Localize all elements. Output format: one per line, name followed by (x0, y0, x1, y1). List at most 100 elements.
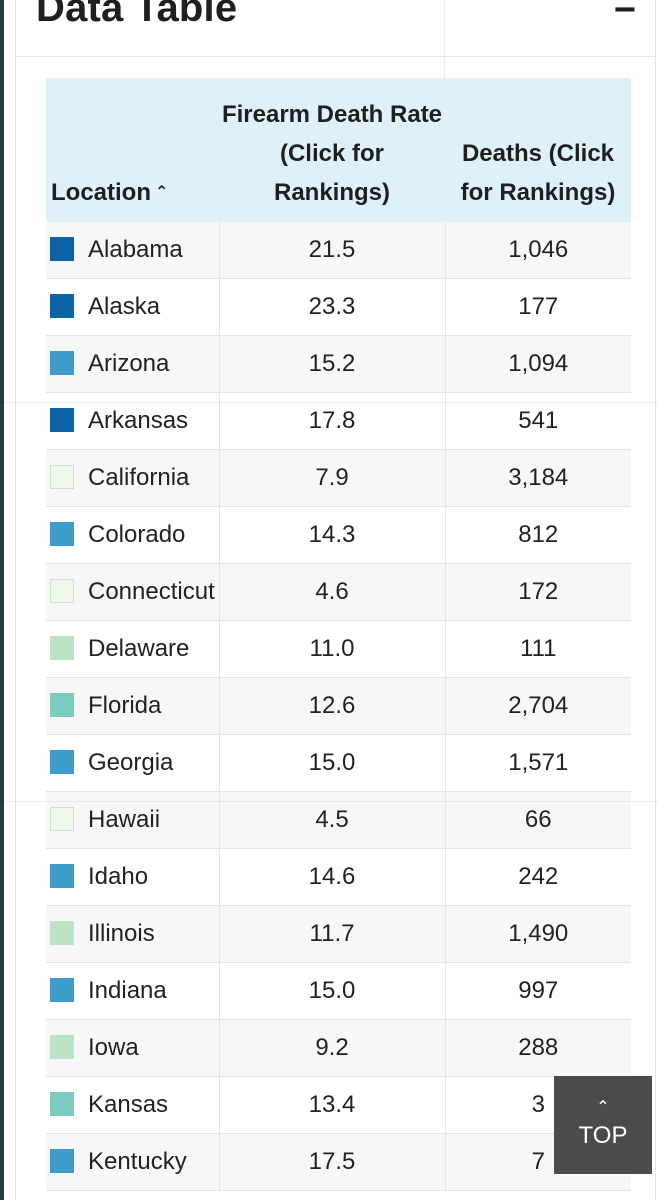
legend-swatch (50, 921, 74, 945)
table-row: California 7.9 3,184 (46, 449, 631, 507)
rate-cell: 17.5 (219, 1133, 446, 1191)
deaths-cell: 541 (445, 392, 631, 450)
rate-cell: 17.8 (219, 392, 446, 450)
left-edge-strip (0, 0, 4, 1200)
location-label: Florida (88, 692, 162, 719)
table-body: Alabama 21.5 1,046 Alaska 23.3 177 Arizona 15.2… (46, 222, 631, 1191)
rate-header-label: Firearm Death Rate (Click for Rankings) (221, 101, 443, 206)
back-to-top-label: TOP (578, 1122, 628, 1149)
legend-swatch (50, 1092, 74, 1116)
legend-swatch (50, 294, 74, 318)
location-label: Alabama (88, 236, 183, 263)
location-label: Alaska (88, 293, 161, 320)
rate-cell: 21.5 (219, 222, 446, 279)
legend-swatch (50, 807, 74, 831)
rate-cell: 13.4 (219, 1076, 446, 1134)
table-row: Florida 12.6 2,704 (46, 677, 631, 735)
legend-swatch (50, 1149, 74, 1173)
location-cell: Alaska (46, 278, 220, 336)
column-header-rate[interactable]: Firearm Death Rate (Click for Rankings) (219, 78, 445, 222)
location-label: California (88, 464, 190, 491)
table-row: Kentucky 17.5 7 (46, 1133, 631, 1191)
deaths-cell: 172 (445, 563, 631, 621)
collapse-button[interactable]: − (613, 0, 637, 31)
location-cell: Connecticut (46, 563, 220, 621)
table-row: Hawaii 4.5 66 (46, 791, 631, 849)
table-row: Illinois 11.7 1,490 (46, 905, 631, 963)
location-label: Iowa (88, 1034, 139, 1061)
deaths-cell: 288 (445, 1019, 631, 1077)
location-label: Indiana (88, 977, 167, 1004)
location-label: Idaho (88, 863, 149, 890)
legend-swatch (50, 351, 74, 375)
header-divider (16, 56, 656, 57)
table-row: Colorado 14.3 812 (46, 506, 631, 564)
rate-cell: 9.2 (219, 1019, 446, 1077)
table-row: Alaska 23.3 177 (46, 278, 631, 336)
panel-border-right (655, 0, 656, 1200)
location-cell: California (46, 449, 220, 507)
rate-cell: 15.0 (219, 734, 446, 792)
deaths-cell: 111 (445, 620, 631, 678)
deaths-cell: 1,094 (445, 335, 631, 393)
deaths-cell: 997 (445, 962, 631, 1020)
rate-cell: 4.6 (219, 563, 446, 621)
table-row: Alabama 21.5 1,046 (46, 222, 631, 279)
table-row: Iowa 9.2 288 (46, 1019, 631, 1077)
rate-cell: 14.3 (219, 506, 446, 564)
legend-swatch (50, 465, 74, 489)
location-cell: Kansas (46, 1076, 220, 1134)
location-label: Kentucky (88, 1148, 187, 1175)
legend-swatch (50, 237, 74, 261)
divider (444, 0, 445, 78)
location-cell: Illinois (46, 905, 220, 963)
table-row: Idaho 14.6 242 (46, 848, 631, 906)
legend-swatch (50, 693, 74, 717)
page-title: Data Table (36, 0, 238, 30)
location-cell: Arizona (46, 335, 220, 393)
divider (0, 402, 658, 403)
location-cell: Colorado (46, 506, 220, 564)
sort-ascending-icon: ⌃ (155, 184, 169, 201)
deaths-cell: 1,046 (445, 222, 631, 279)
location-cell: Idaho (46, 848, 220, 906)
deaths-cell: 242 (445, 848, 631, 906)
rate-cell: 23.3 (219, 278, 446, 336)
table-row: Arkansas 17.8 541 (46, 392, 631, 450)
column-header-location[interactable]: Location ⌃ (46, 78, 219, 222)
legend-swatch (50, 978, 74, 1002)
rate-cell: 12.6 (219, 677, 446, 735)
location-cell: Delaware (46, 620, 220, 678)
rate-cell: 15.0 (219, 962, 446, 1020)
deaths-cell: 1,571 (445, 734, 631, 792)
location-cell: Arkansas (46, 392, 220, 450)
column-header-deaths[interactable]: Deaths (Click for Rankings) (445, 78, 631, 222)
rate-cell: 15.2 (219, 335, 446, 393)
location-label: Arkansas (88, 407, 189, 434)
location-label: Colorado (88, 521, 186, 548)
location-label: Hawaii (88, 806, 161, 833)
location-cell: Kentucky (46, 1133, 220, 1191)
deaths-cell: 1,490 (445, 905, 631, 963)
legend-swatch (50, 864, 74, 888)
legend-swatch (50, 750, 74, 774)
table-row: Kansas 13.4 3 (46, 1076, 631, 1134)
data-table: Location ⌃ Firearm Death Rate (Click for … (46, 78, 631, 1191)
location-label: Georgia (88, 749, 174, 776)
location-cell: Indiana (46, 962, 220, 1020)
deaths-cell: 3,184 (445, 449, 631, 507)
rate-cell: 4.5 (219, 791, 446, 849)
location-cell: Florida (46, 677, 220, 735)
location-label: Delaware (88, 635, 190, 662)
deaths-cell: 2,704 (445, 677, 631, 735)
deaths-cell: 177 (445, 278, 631, 336)
back-to-top-button[interactable]: ⌃ TOP (554, 1076, 652, 1174)
location-cell: Hawaii (46, 791, 220, 849)
deaths-cell: 812 (445, 506, 631, 564)
location-label: Connecticut (88, 578, 215, 605)
deaths-cell: 66 (445, 791, 631, 849)
table-row: Connecticut 4.6 172 (46, 563, 631, 621)
table-row: Indiana 15.0 997 (46, 962, 631, 1020)
rate-cell: 11.7 (219, 905, 446, 963)
divider (0, 801, 658, 802)
